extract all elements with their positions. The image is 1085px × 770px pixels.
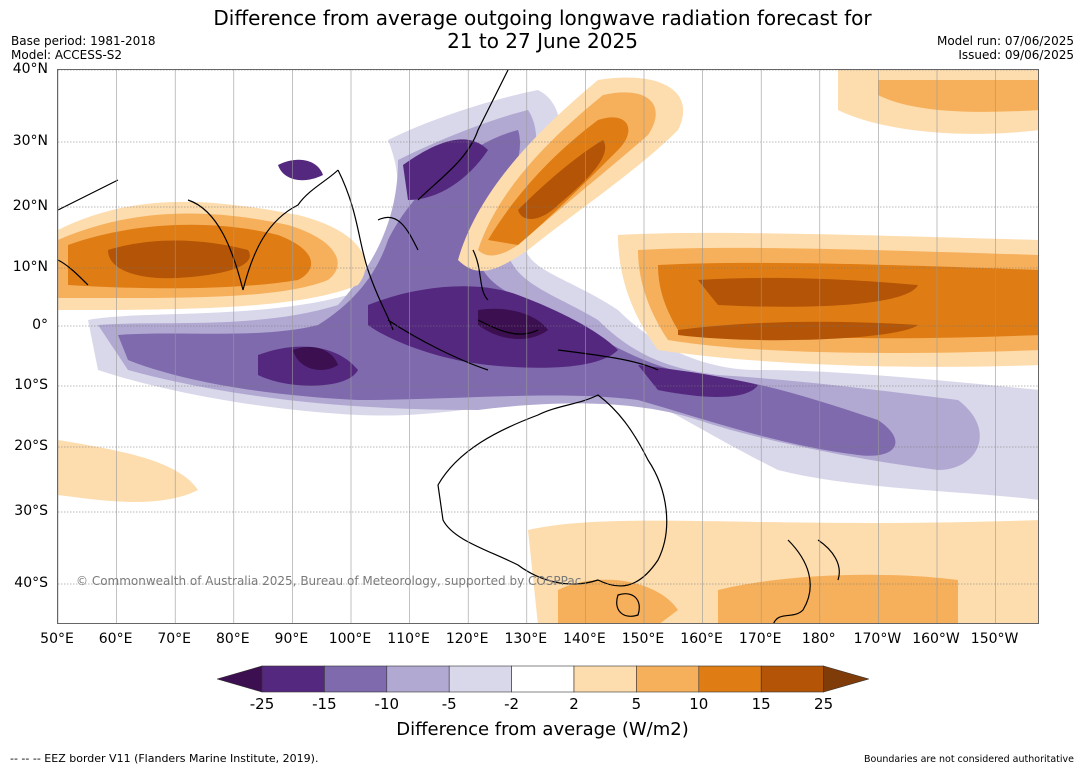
colorbar-tick-label: 2 xyxy=(569,695,579,713)
longitude-label: 110°E xyxy=(387,631,430,647)
longitude-label: 80°E xyxy=(215,631,250,647)
colorbar xyxy=(217,665,869,693)
maritime-islands-coastline xyxy=(387,249,659,371)
boundaries-disclaimer: Boundaries are not considered authoritat… xyxy=(864,754,1074,765)
latitude-label: 30°N xyxy=(12,133,48,149)
latitude-label: 30°S xyxy=(14,503,48,519)
longitude-label: 160°E xyxy=(680,631,723,647)
longitude-label: 180° xyxy=(801,631,836,647)
colorbar-tick-label: -10 xyxy=(374,695,400,713)
colorbar-tick-label: -15 xyxy=(312,695,337,713)
coastlines xyxy=(58,70,840,623)
eez-legend-text: -- -- -- EEZ border V11 (Flanders Marine… xyxy=(10,752,319,765)
copyright-text: © Commonwealth of Australia 2025, Bureau… xyxy=(76,574,582,588)
colorbar-title: Difference from average (W/m2) xyxy=(396,719,689,740)
longitude-label: 70°E xyxy=(157,631,192,647)
negative-anomaly-shading xyxy=(88,90,1038,500)
model-run-text: Model run: 07/06/2025 xyxy=(936,34,1074,48)
map-title-line2: 21 to 27 June 2025 xyxy=(447,29,638,53)
latitude-label: 40°S xyxy=(14,575,48,591)
latitude-label: 20°S xyxy=(14,438,48,454)
map-panel xyxy=(57,69,1039,624)
model-text: Model: ACCESS-S2 xyxy=(11,48,123,62)
colorbar-swatch xyxy=(760,665,824,693)
australia-coastline xyxy=(437,394,668,587)
colorbar-max-arrow xyxy=(823,665,869,693)
colorbar-swatch xyxy=(448,665,512,693)
colorbar-swatch xyxy=(698,665,762,693)
colorbar-swatch xyxy=(636,665,700,693)
longitude-label: 160°W xyxy=(912,631,960,647)
china-coastline xyxy=(417,70,509,201)
positive-region-core xyxy=(108,140,918,341)
negative-region-extreme xyxy=(293,308,548,370)
tasmania-coastline xyxy=(616,593,640,617)
colorbar-tick-label: -25 xyxy=(249,695,275,713)
colorbar-tick-label: -5 xyxy=(441,695,457,713)
longitude-label: 170°E xyxy=(738,631,782,647)
longitude-label: 120°E xyxy=(445,631,489,647)
new-zealand-coastline xyxy=(773,539,840,623)
southeast-asia-coastline xyxy=(337,169,419,331)
issued-text: Issued: 09/06/2025 xyxy=(958,48,1074,62)
indian-subcontinent-coastline xyxy=(187,169,339,291)
colorbar-tick-label: -2 xyxy=(504,695,520,713)
colorbar-swatch xyxy=(386,665,450,693)
longitude-label: 100°E xyxy=(328,631,372,647)
colorbar-tick-label: 10 xyxy=(689,695,709,713)
longitude-label: 140°E xyxy=(563,631,606,647)
colorbar-min-arrow xyxy=(217,665,263,693)
arabia-coastline xyxy=(58,179,119,286)
longitude-label: 60°E xyxy=(98,631,133,647)
base-period-text: Base period: 1981-2018 xyxy=(11,34,156,48)
colorbar-tick-label: 25 xyxy=(814,695,834,713)
longitude-label: 150°W xyxy=(970,631,1019,647)
colorbar-swatch xyxy=(261,665,325,693)
map-title-line1: Difference from average outgoing longwav… xyxy=(213,6,872,30)
latitude-label: 20°N xyxy=(12,198,48,214)
anomaly-map xyxy=(58,70,1038,623)
latitude-label: 40°N xyxy=(12,61,48,77)
longitude-label: 170°W xyxy=(853,631,902,647)
latitude-label: 10°S xyxy=(14,377,48,393)
longitude-label: 130°E xyxy=(504,631,548,647)
graticule xyxy=(58,70,1038,623)
negative-region-core xyxy=(243,139,758,397)
colorbar-swatch xyxy=(511,665,575,693)
latitude-label: 0° xyxy=(32,317,48,333)
colorbar-tick-label: 5 xyxy=(631,695,642,713)
longitude-label: 90°E xyxy=(274,631,309,647)
latitude-label: 10°N xyxy=(12,259,48,275)
longitude-label: 50°E xyxy=(40,631,74,647)
longitude-label: 150°E xyxy=(621,631,665,647)
colorbar-tick-label: 15 xyxy=(751,695,771,713)
positive-anomaly-shading xyxy=(58,70,1038,623)
colorbar-swatch xyxy=(573,665,637,693)
colorbar-swatch xyxy=(324,665,388,693)
